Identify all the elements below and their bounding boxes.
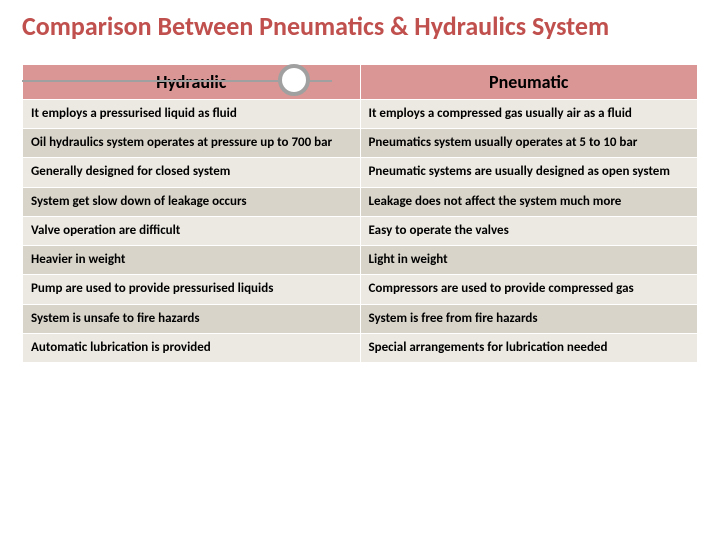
cell-hydraulic: It employs a pressurised liquid as fluid xyxy=(23,99,361,128)
cell-hydraulic: System is unsafe to fire hazards xyxy=(23,304,361,333)
cell-hydraulic: Generally designed for closed system xyxy=(23,158,361,187)
table-row: It employs a pressurised liquid as fluid… xyxy=(23,99,698,128)
table-row: System is unsafe to fire hazardsSystem i… xyxy=(23,304,698,333)
cell-pneumatic: Special arrangements for lubrication nee… xyxy=(360,333,698,362)
table-row: Pump are used to provide pressurised liq… xyxy=(23,275,698,304)
cell-pneumatic: Compressors are used to provide compress… xyxy=(360,275,698,304)
cell-hydraulic: System get slow down of leakage occurs xyxy=(23,187,361,216)
table-row: System get slow down of leakage occursLe… xyxy=(23,187,698,216)
cell-pneumatic: Pneumatics system usually operates at 5 … xyxy=(360,129,698,158)
table-body: It employs a pressurised liquid as fluid… xyxy=(23,99,698,362)
cell-hydraulic: Heavier in weight xyxy=(23,246,361,275)
table-row: Oil hydraulics system operates at pressu… xyxy=(23,129,698,158)
title-circle-icon xyxy=(278,64,310,96)
cell-hydraulic: Oil hydraulics system operates at pressu… xyxy=(23,129,361,158)
cell-hydraulic: Valve operation are difficult xyxy=(23,216,361,245)
cell-pneumatic: System is free from fire hazards xyxy=(360,304,698,333)
cell-hydraulic: Automatic lubrication is provided xyxy=(23,333,361,362)
slide-title: Comparison Between Pneumatics & Hydrauli… xyxy=(22,12,698,42)
table-row: Heavier in weightLight in weight xyxy=(23,246,698,275)
cell-pneumatic: Pneumatic systems are usually designed a… xyxy=(360,158,698,187)
table-row: Valve operation are difficultEasy to ope… xyxy=(23,216,698,245)
slide: Comparison Between Pneumatics & Hydrauli… xyxy=(0,0,720,540)
col-header-pneumatic: Pneumatic xyxy=(360,64,698,99)
cell-pneumatic: It employs a compressed gas usually air … xyxy=(360,99,698,128)
cell-pneumatic: Leakage does not affect the system much … xyxy=(360,187,698,216)
cell-hydraulic: Pump are used to provide pressurised liq… xyxy=(23,275,361,304)
comparison-table: Hydraulic Pneumatic It employs a pressur… xyxy=(22,64,698,363)
table-row: Generally designed for closed systemPneu… xyxy=(23,158,698,187)
title-wrap: Comparison Between Pneumatics & Hydrauli… xyxy=(22,12,698,42)
cell-pneumatic: Easy to operate the valves xyxy=(360,216,698,245)
cell-pneumatic: Light in weight xyxy=(360,246,698,275)
table-row: Automatic lubrication is providedSpecial… xyxy=(23,333,698,362)
